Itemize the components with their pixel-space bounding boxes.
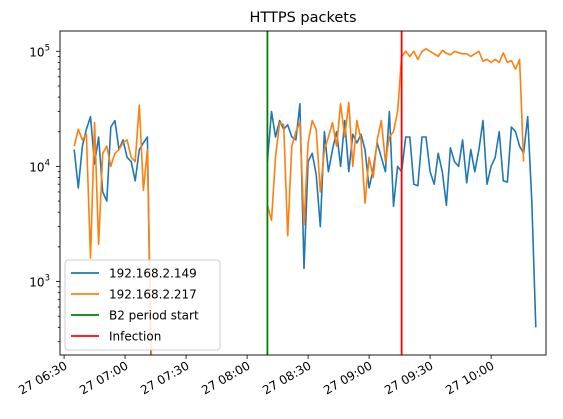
- x-tick-label: 27 08:00: [199, 358, 252, 397]
- x-tick-label: 27 09:30: [382, 358, 435, 397]
- x-tick-label: 27 07:00: [77, 358, 130, 397]
- x-axis: 27 06:30 27 07:00 27 07:30 27 08:00 27 08:30…: [16, 355, 497, 397]
- x-tick-label: 27 09:00: [321, 358, 374, 397]
- x-tick-label: 27 06:30: [16, 358, 69, 397]
- legend-label: B2 period start: [109, 309, 199, 323]
- legend-box: [64, 259, 221, 351]
- chart-title: HTTPS packets: [249, 10, 356, 26]
- legend-label: 192.168.2.149: [109, 267, 197, 281]
- legend-label: Infection: [109, 330, 161, 344]
- y-axis: 103 104 105: [29, 43, 60, 343]
- plot-frame: [59, 30, 547, 356]
- vertical-markers: [266, 31, 403, 355]
- legend: 192.168.2.149 192.168.2.217 B2 period star…: [64, 259, 221, 351]
- y-tick-label: 104: [29, 158, 50, 174]
- x-tick-label: 27 10:00: [443, 358, 496, 397]
- x-tick-label: 27 08:30: [260, 358, 313, 397]
- series-layer: [73, 47, 537, 355]
- y-tick-label: 105: [29, 43, 50, 59]
- x-tick-label: 27 07:30: [138, 358, 191, 397]
- series-line-1-segment-0: [73, 104, 153, 355]
- y-tick-label: 103: [29, 274, 50, 290]
- series-line-1-segment-1: [266, 47, 525, 237]
- series-line-0-segment-0: [73, 115, 152, 355]
- legend-label: 192.168.2.217: [109, 288, 197, 302]
